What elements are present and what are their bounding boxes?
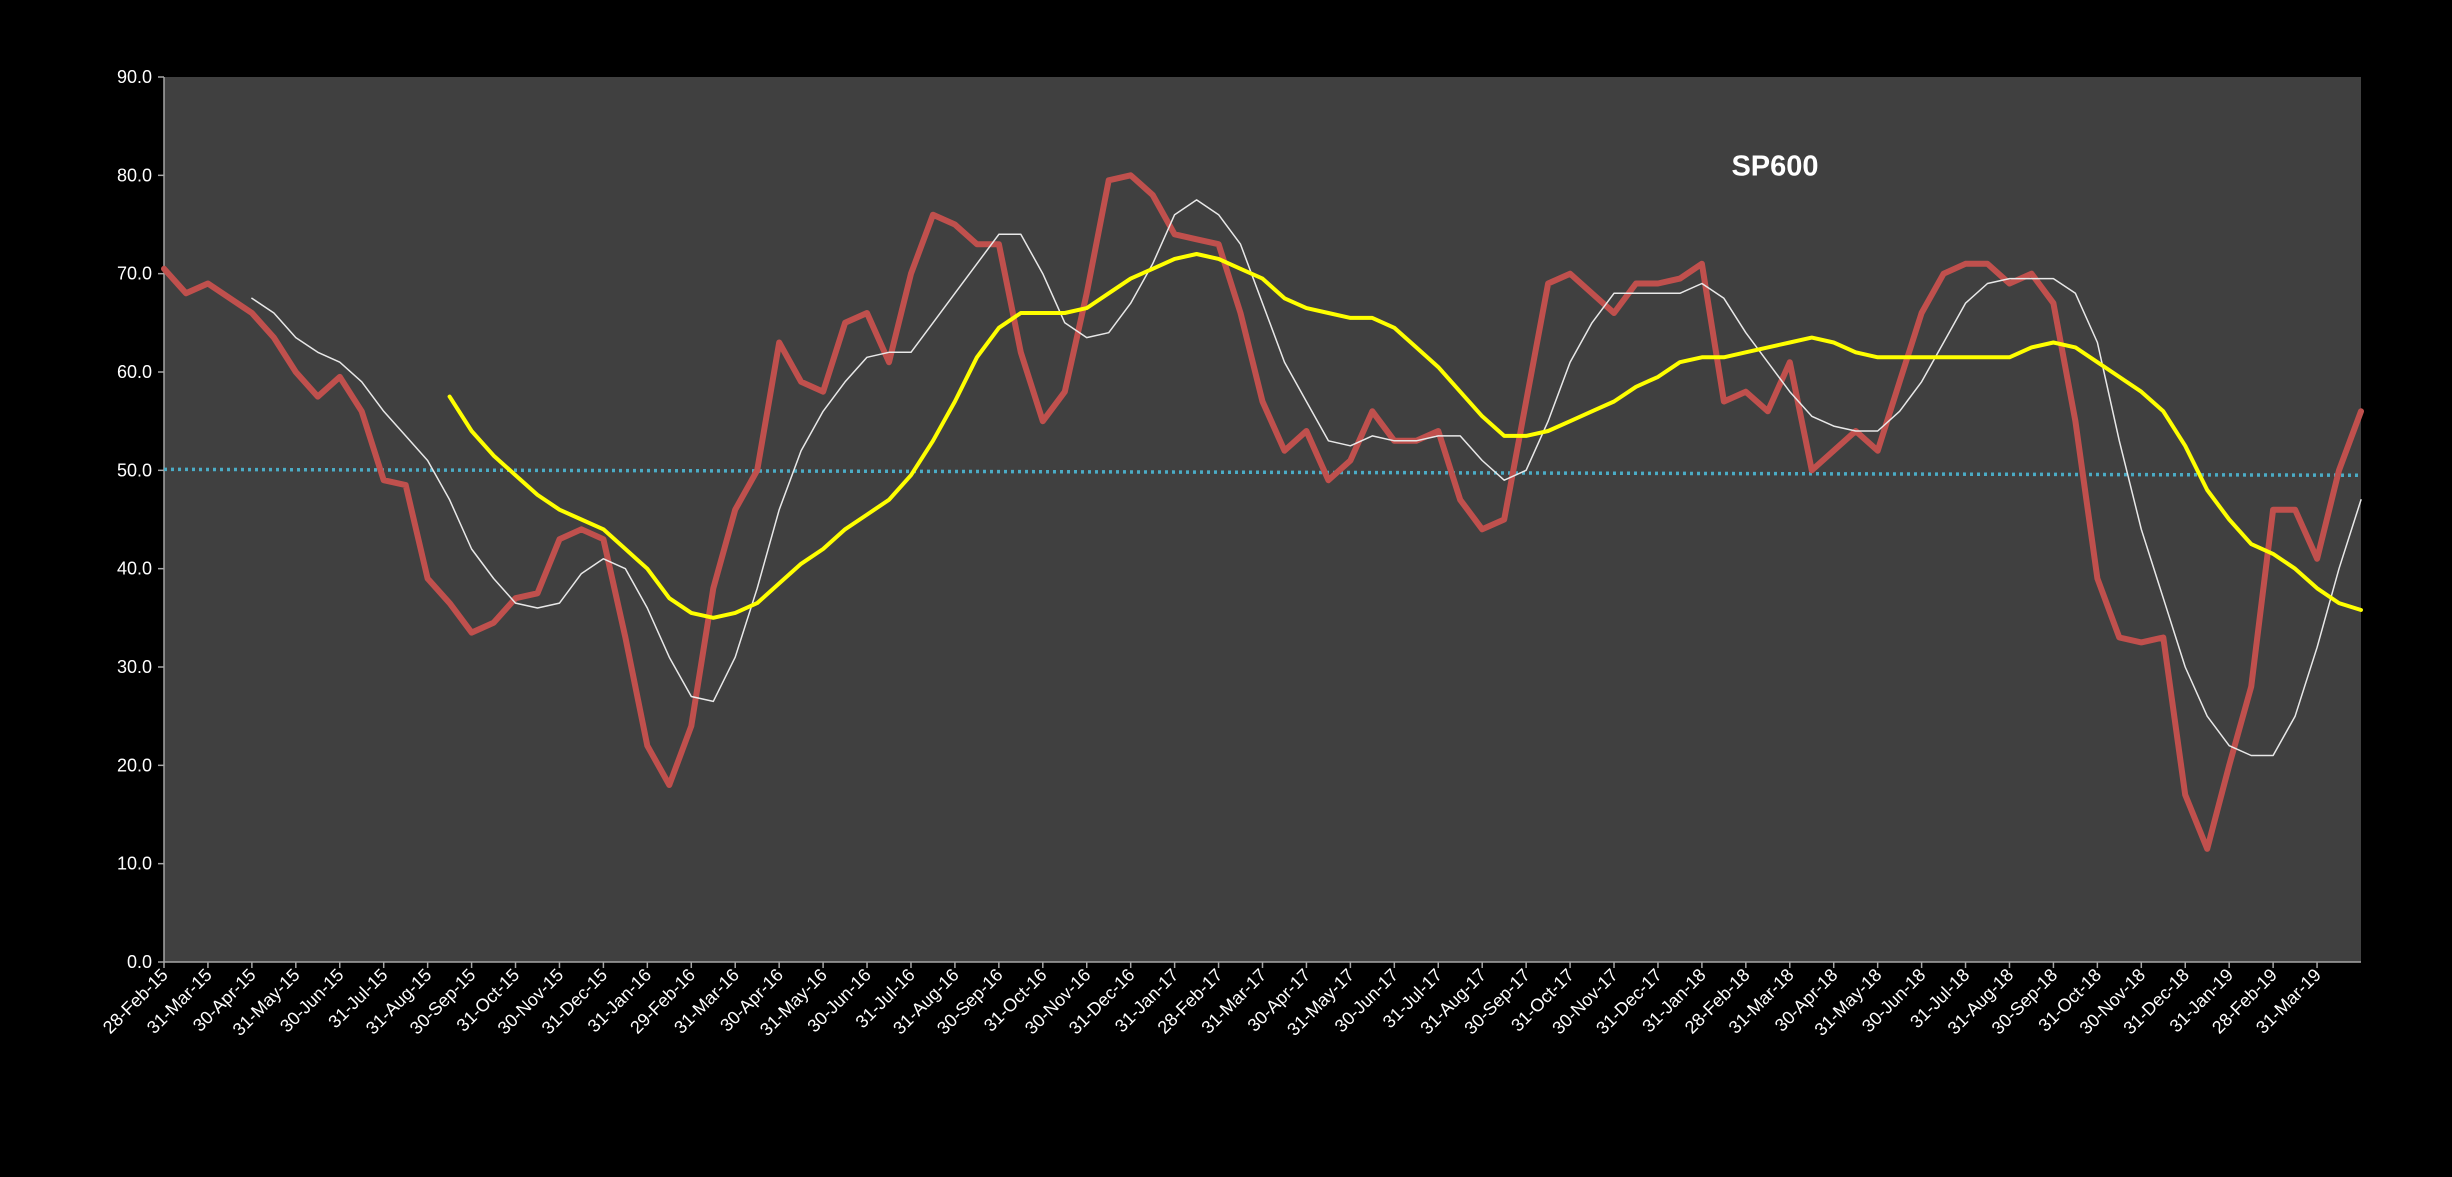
chart-title: SP600 <box>1731 151 1818 183</box>
y-tick-label: 40.0 <box>117 559 152 579</box>
series-line <box>161 172 2364 852</box>
series-line <box>447 252 2363 620</box>
plot-area <box>164 77 2361 962</box>
series-line <box>251 199 2362 757</box>
y-tick-label: 0.0 <box>127 952 152 972</box>
y-tick-label: 90.0 <box>117 67 152 87</box>
y-tick-label: 70.0 <box>117 264 152 284</box>
y-tick-label: 10.0 <box>117 854 152 874</box>
y-tick-label: 50.0 <box>117 460 152 480</box>
y-tick-label: 20.0 <box>117 755 152 775</box>
y-tick-label: 30.0 <box>117 657 152 677</box>
trendline <box>163 467 2362 477</box>
y-tick-label: 80.0 <box>117 165 152 185</box>
y-tick-label: 60.0 <box>117 362 152 382</box>
